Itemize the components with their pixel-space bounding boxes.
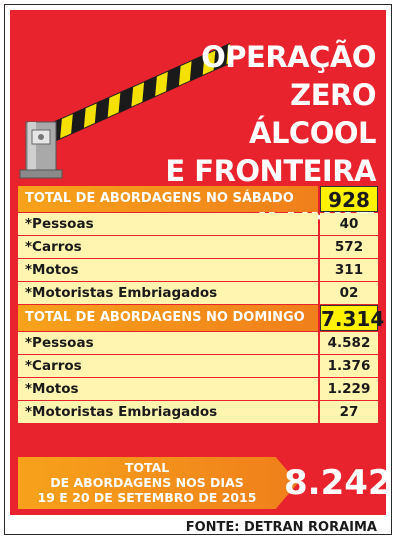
row-value: 1.229 <box>320 378 378 400</box>
grand-total-label: TOTAL DE ABORDAGENS NOS DIAS 19 E 20 DE … <box>18 457 298 509</box>
row-label: *Motoristas Embriagados <box>18 282 318 304</box>
grand-total-line-1: TOTAL <box>124 460 170 475</box>
table-row: *Pessoas 4.582 <box>18 332 378 354</box>
row-label: *Pessoas <box>18 332 318 354</box>
table-row: *Carros 572 <box>18 236 378 258</box>
traffic-barrier-icon <box>19 41 230 179</box>
table-row: *Carros 1.376 <box>18 355 378 377</box>
saturday-total-label: TOTAL DE ABORDAGENS NO SÁBADO <box>18 186 318 212</box>
sunday-total-row: TOTAL DE ABORDAGENS NO DOMINGO 7.314 <box>18 305 385 331</box>
title-line-1: OPERAÇÃO <box>201 40 376 74</box>
grand-total: TOTAL DE ABORDAGENS NOS DIAS 19 E 20 DE … <box>18 457 392 509</box>
row-value: 4.582 <box>320 332 378 354</box>
sunday-total-value: 7.314 <box>320 305 385 331</box>
title-line-2: ZERO ÁLCOOL <box>249 78 377 150</box>
grand-total-value: 8.242 <box>284 463 392 503</box>
row-value: 40 <box>320 213 378 235</box>
row-label: *Motos <box>18 378 318 400</box>
row-value: 27 <box>320 401 378 423</box>
row-value: 1.376 <box>320 355 378 377</box>
saturday-total-value: 928 <box>320 186 378 212</box>
row-label: *Carros <box>18 355 318 377</box>
table-row: *Motoristas Embriagados 02 <box>18 282 378 304</box>
infographic-frame: OPERAÇÃO ZERO ÁLCOOL E FRONTEIRA SEGURA … <box>4 4 392 535</box>
header: OPERAÇÃO ZERO ÁLCOOL E FRONTEIRA SEGURA <box>10 10 386 226</box>
grand-total-line-2: DE ABORDAGENS NOS DIAS <box>50 475 244 490</box>
table-row: *Motoristas Embriagados 27 <box>18 401 378 423</box>
table-row: *Motos 311 <box>18 259 378 281</box>
row-label: *Motos <box>18 259 318 281</box>
row-label: *Pessoas <box>18 213 318 235</box>
row-value: 02 <box>320 282 378 304</box>
stats-table: TOTAL DE ABORDAGENS NO SÁBADO 928 *Pesso… <box>18 186 385 424</box>
red-panel: OPERAÇÃO ZERO ÁLCOOL E FRONTEIRA SEGURA … <box>10 10 392 515</box>
row-label: *Motoristas Embriagados <box>18 401 318 423</box>
table-row: *Pessoas 40 <box>18 213 378 235</box>
grand-total-line-3: 19 E 20 DE SETEMBRO DE 2015 <box>37 490 257 505</box>
sunday-total-label: TOTAL DE ABORDAGENS NO DOMINGO <box>18 305 318 331</box>
row-value: 572 <box>320 236 378 258</box>
source-credit: FONTE: DETRAN RORAIMA <box>185 520 377 535</box>
row-label: *Carros <box>18 236 318 258</box>
title: OPERAÇÃO ZERO ÁLCOOL E FRONTEIRA SEGURA <box>165 38 377 226</box>
table-row: *Motos 1.229 <box>18 378 378 400</box>
saturday-total-row: TOTAL DE ABORDAGENS NO SÁBADO 928 <box>18 186 378 212</box>
row-value: 311 <box>320 259 378 281</box>
